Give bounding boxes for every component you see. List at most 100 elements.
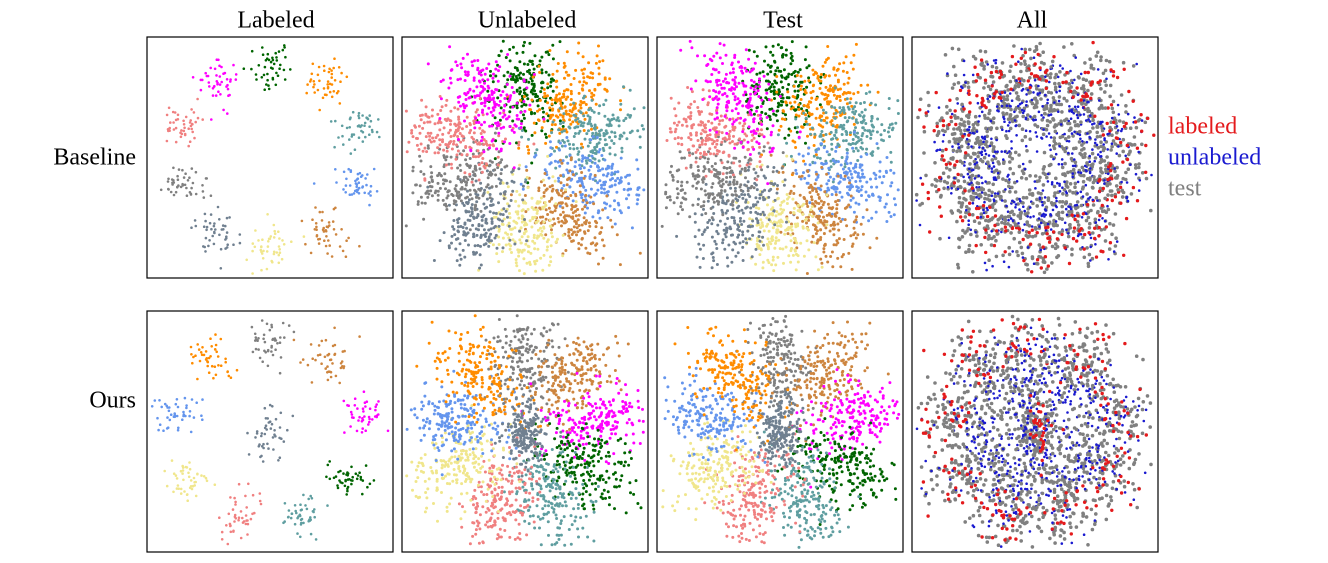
scatter-cluster bbox=[159, 166, 213, 199]
scatter-cluster bbox=[920, 154, 975, 234]
scatter-cluster bbox=[191, 58, 238, 121]
scatter-cluster bbox=[920, 419, 1023, 529]
scatter-cluster bbox=[457, 436, 542, 546]
scatter-cluster bbox=[776, 417, 898, 526]
column-title: Labeled bbox=[237, 8, 314, 34]
scatter-cluster bbox=[520, 85, 646, 189]
scatter-cluster bbox=[325, 460, 376, 496]
panel bbox=[656, 36, 904, 279]
scatter-cluster bbox=[493, 393, 563, 486]
scatter-cluster bbox=[1006, 401, 1057, 475]
scatter-cluster bbox=[1050, 424, 1147, 502]
legend-entry: test bbox=[1168, 176, 1202, 202]
scatter-cluster bbox=[947, 151, 1055, 272]
scatter-cluster bbox=[665, 86, 770, 182]
column-title: Test bbox=[763, 8, 803, 34]
scatter-cluster bbox=[993, 162, 1095, 269]
scatter-cluster bbox=[1028, 380, 1065, 477]
scatter-cluster bbox=[934, 56, 1023, 114]
scatter-cluster bbox=[661, 419, 791, 522]
scatter-cluster bbox=[679, 39, 802, 186]
scatter-cluster bbox=[1004, 389, 1062, 475]
scatter-cluster bbox=[329, 110, 381, 155]
scatter-cluster bbox=[246, 403, 295, 463]
scatter-cluster bbox=[938, 160, 1046, 274]
scatter-cluster bbox=[992, 146, 1078, 275]
panel bbox=[911, 36, 1159, 279]
scatter-cluster bbox=[242, 44, 292, 91]
scatter-cluster bbox=[1085, 94, 1156, 164]
scatter-cluster bbox=[916, 90, 1029, 182]
panel bbox=[401, 310, 649, 553]
scatter-cluster bbox=[282, 493, 329, 541]
scatter-cluster bbox=[1041, 93, 1150, 181]
scatter-cluster bbox=[919, 413, 1034, 524]
panel bbox=[656, 310, 904, 553]
scatter-cluster bbox=[517, 126, 646, 230]
scatter-cluster bbox=[675, 151, 788, 270]
scatter-cluster bbox=[987, 41, 1083, 126]
scatter-cluster bbox=[925, 319, 1043, 421]
scatter-cluster bbox=[415, 314, 542, 431]
scatter-cluster bbox=[971, 449, 1054, 548]
scatter-cluster bbox=[1022, 128, 1153, 216]
panel bbox=[146, 36, 394, 279]
column-title: All bbox=[1017, 8, 1048, 34]
scatter-cluster bbox=[741, 40, 826, 167]
legend-entry: unlabeled bbox=[1168, 145, 1261, 171]
scatter-cluster bbox=[312, 167, 379, 207]
row-label: Ours bbox=[89, 388, 136, 414]
scatter-cluster bbox=[470, 39, 565, 185]
scatter-cluster bbox=[791, 368, 901, 489]
scatter-cluster bbox=[759, 430, 861, 549]
scatter-cluster bbox=[1091, 157, 1148, 221]
scatter-cluster bbox=[760, 42, 880, 177]
plots bbox=[150, 39, 1156, 549]
legend-entry: labeled bbox=[1168, 114, 1237, 140]
scatter-cluster bbox=[342, 390, 390, 434]
row-label: Baseline bbox=[53, 145, 136, 171]
scatter-cluster bbox=[916, 372, 1037, 461]
panel bbox=[146, 310, 394, 553]
scatter-cluster bbox=[769, 153, 879, 275]
scatter-cluster bbox=[996, 326, 1076, 420]
scatter-cluster bbox=[477, 154, 578, 276]
scatter-cluster bbox=[954, 336, 1039, 436]
scatter-cluster bbox=[250, 319, 296, 375]
scatter-cluster bbox=[300, 206, 361, 258]
scatter-cluster bbox=[163, 459, 217, 502]
scatter-cluster bbox=[1093, 376, 1148, 460]
scatter-cluster bbox=[506, 41, 626, 155]
scatter-cluster bbox=[1046, 99, 1144, 187]
scatter-cluster bbox=[503, 334, 630, 434]
scatter-cluster bbox=[485, 156, 642, 267]
scatter-cluster bbox=[1021, 349, 1116, 435]
scatter-cluster bbox=[150, 396, 204, 434]
scatter-cluster bbox=[920, 392, 972, 455]
scatter-cluster bbox=[735, 154, 829, 273]
scatter-cluster bbox=[189, 333, 239, 381]
scatter-cluster bbox=[292, 326, 361, 385]
scatter-cluster bbox=[405, 369, 518, 477]
scatter-cluster bbox=[165, 97, 204, 148]
scatter-cluster bbox=[755, 390, 808, 473]
scatter-cluster bbox=[760, 320, 890, 443]
scatter-cluster bbox=[1004, 438, 1109, 549]
scatter-cluster bbox=[245, 213, 306, 275]
scatter-cluster bbox=[1010, 50, 1079, 91]
scatter-cluster bbox=[663, 366, 782, 464]
scatter-cluster bbox=[1081, 451, 1141, 512]
panel bbox=[911, 310, 1159, 553]
scatter-cluster bbox=[190, 205, 242, 270]
scatter-cluster bbox=[426, 136, 529, 270]
panel bbox=[401, 36, 649, 279]
scatter-cluster bbox=[305, 57, 349, 112]
scatter-cluster bbox=[771, 130, 900, 224]
scatter-cluster bbox=[526, 414, 643, 515]
scatter-cluster bbox=[918, 101, 984, 185]
scatter-cluster bbox=[520, 371, 645, 465]
scatter-cluster bbox=[218, 482, 263, 546]
column-title: Unlabeled bbox=[478, 8, 577, 34]
scatter-cluster bbox=[660, 135, 785, 228]
